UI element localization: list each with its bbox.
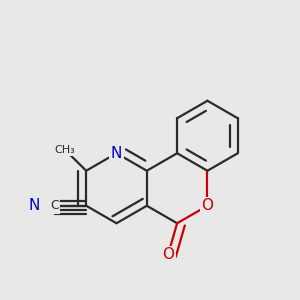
Text: N: N xyxy=(28,198,39,213)
Text: CH₃: CH₃ xyxy=(55,145,75,155)
Text: O: O xyxy=(201,198,213,213)
Text: C: C xyxy=(50,199,59,212)
Text: O: O xyxy=(162,247,174,262)
Text: N: N xyxy=(111,146,122,161)
